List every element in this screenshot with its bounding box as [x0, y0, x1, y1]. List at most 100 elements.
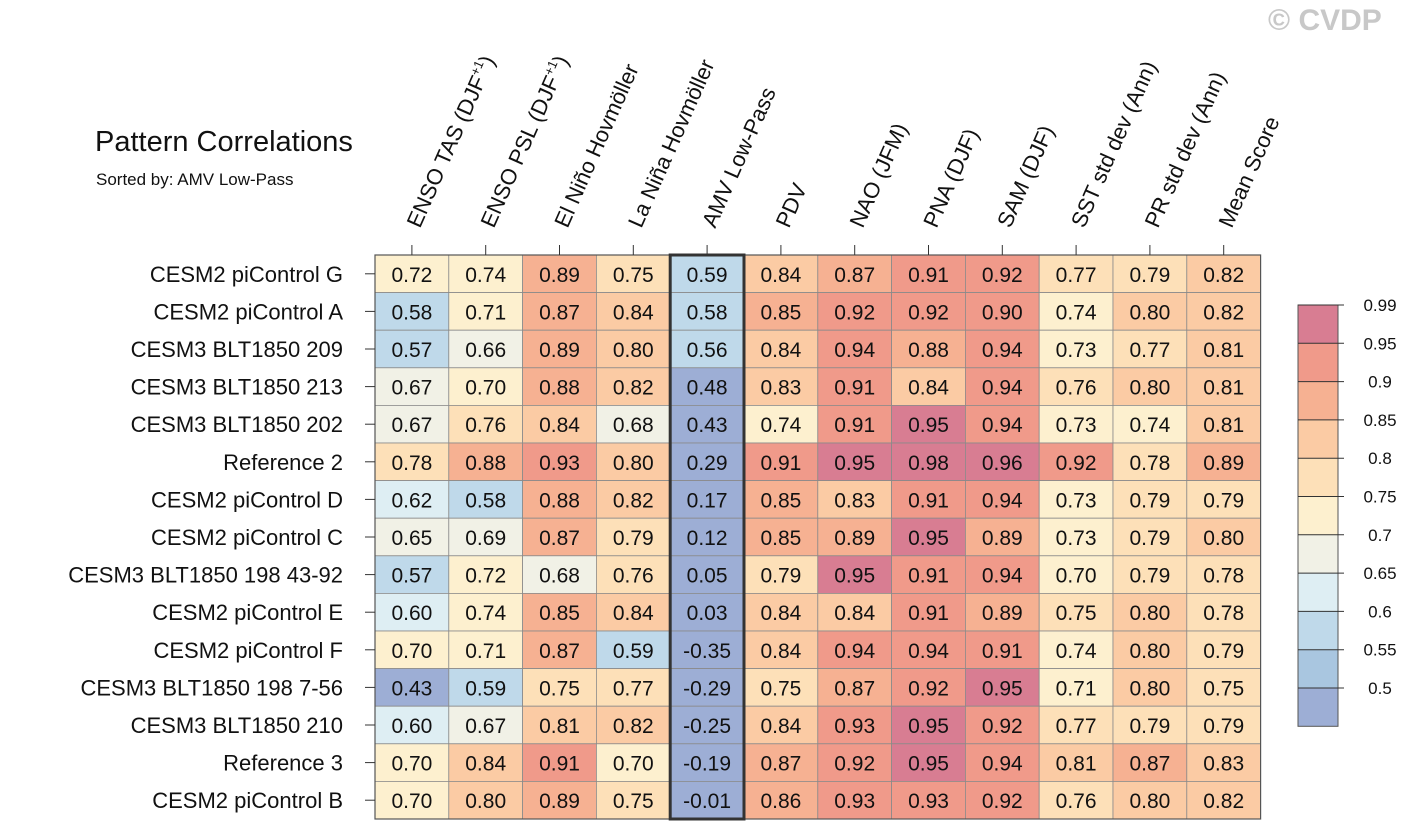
cell-value: 0.72 [465, 565, 506, 588]
cell-value: 0.92 [834, 753, 875, 776]
cell-value: 0.79 [1129, 527, 1170, 550]
heatmap-cell [448, 367, 523, 406]
cell-value: 0.89 [982, 602, 1023, 625]
cell-value: 0.92 [982, 715, 1023, 738]
column-label: SAM (DJF) [992, 122, 1059, 232]
heatmap-cell [1038, 442, 1114, 481]
cell-value: 0.43 [391, 677, 432, 700]
heatmap-cell [743, 292, 819, 331]
heatmap-cell [669, 480, 745, 519]
cell-value: 0.88 [539, 377, 580, 400]
heatmap-cell [522, 367, 597, 406]
heatmap-cell [1038, 367, 1114, 406]
cell-value: 0.80 [613, 339, 654, 362]
heatmap-cell [596, 517, 671, 557]
heatmap-cell [965, 593, 1040, 632]
heatmap-cell [743, 555, 819, 594]
cell-value: 0.94 [834, 339, 875, 362]
cell-value: 0.95 [908, 753, 949, 776]
cell-value: 0.74 [1056, 640, 1097, 663]
cell-value: 0.95 [908, 715, 949, 738]
cell-value: 0.86 [760, 790, 801, 813]
cell-value: 0.80 [1129, 790, 1170, 813]
cell-value: 0.91 [539, 753, 580, 776]
cell-value: 0.68 [613, 414, 654, 437]
heatmap-cell [522, 555, 597, 594]
heatmap-cell [1112, 292, 1188, 331]
watermark: © CVDP [1268, 4, 1382, 37]
heatmap-cell [965, 517, 1040, 557]
cell-value: 0.83 [834, 489, 875, 512]
cell-value: 0.91 [760, 452, 801, 475]
cell-value: 0.79 [1129, 565, 1170, 588]
heatmap-cell [817, 668, 892, 707]
heatmap-cell [743, 329, 819, 369]
heatmap-cell [1186, 480, 1262, 519]
cell-value: 0.74 [1129, 414, 1170, 437]
cell-value: 0.85 [760, 301, 801, 324]
cell-value: 0.90 [982, 301, 1023, 324]
heatmap-cell [1038, 555, 1114, 594]
heatmap-cell [891, 404, 966, 444]
cell-value: 0.80 [1129, 677, 1170, 700]
heatmap-cell [891, 593, 966, 632]
colorbar-segment [1298, 419, 1338, 459]
cell-value: 0.73 [1056, 527, 1097, 550]
cell-value: 0.43 [687, 414, 728, 437]
heatmap-cell [743, 404, 819, 444]
heatmap-cell [1038, 781, 1114, 820]
cell-value: 0.81 [1056, 753, 1097, 776]
cell-value: -0.25 [683, 715, 731, 738]
heatmap-cell [1186, 630, 1262, 669]
cell-value: 0.94 [908, 640, 949, 663]
heatmap-cell [669, 292, 745, 331]
heatmap-cell [1112, 781, 1188, 820]
heatmap-cell [1038, 480, 1114, 519]
heatmap-cell [1038, 743, 1114, 782]
cell-value: 0.89 [539, 339, 580, 362]
cell-value: 0.65 [391, 527, 432, 550]
cell-value: 0.75 [760, 677, 801, 700]
cell-value: 0.76 [613, 565, 654, 588]
heatmap-cell [669, 668, 745, 707]
cell-value: 0.95 [834, 452, 875, 475]
heatmap-cell [448, 630, 523, 669]
cell-value: 0.56 [687, 339, 728, 362]
cell-value: 0.92 [982, 264, 1023, 287]
cell-value: 0.71 [465, 640, 506, 663]
heatmap-cell [1112, 593, 1188, 632]
cell-value: 0.87 [1129, 753, 1170, 776]
cell-value: 0.84 [760, 715, 801, 738]
heatmap-cell [965, 442, 1040, 481]
chart-subtitle: Sorted by: AMV Low-Pass [96, 170, 294, 189]
cell-value: 0.93 [539, 452, 580, 475]
cell-value: 0.05 [687, 565, 728, 588]
cell-value: 0.94 [982, 414, 1023, 437]
heatmap-cell [374, 743, 450, 782]
cell-value: 0.84 [760, 602, 801, 625]
cell-value: 0.71 [1056, 677, 1097, 700]
colorbar-segment [1298, 458, 1338, 497]
heatmap-cell [374, 367, 450, 406]
heatmap-cell [522, 668, 597, 707]
cell-value: 0.84 [613, 301, 654, 324]
cell-value: 0.71 [465, 301, 506, 324]
cell-value: 0.67 [465, 715, 506, 738]
cell-value: 0.84 [908, 377, 949, 400]
cell-value: 0.94 [834, 640, 875, 663]
heatmap-cell [522, 705, 597, 745]
cell-value: 0.82 [1203, 264, 1244, 287]
heatmap-cell [817, 292, 892, 331]
heatmap-cell [596, 743, 671, 782]
cell-value: 0.82 [613, 489, 654, 512]
cell-value: 0.89 [539, 264, 580, 287]
cell-value: 0.85 [539, 602, 580, 625]
cell-value: 0.75 [613, 264, 654, 287]
heatmap-cell [817, 743, 892, 782]
colorbar-label: 0.85 [1363, 411, 1396, 430]
row-label: CESM2 piControl B [152, 788, 343, 813]
row-label: CESM2 piControl C [151, 525, 343, 550]
heatmap-cell [743, 593, 819, 632]
cell-value: 0.59 [465, 677, 506, 700]
cell-value: 0.79 [1129, 489, 1170, 512]
